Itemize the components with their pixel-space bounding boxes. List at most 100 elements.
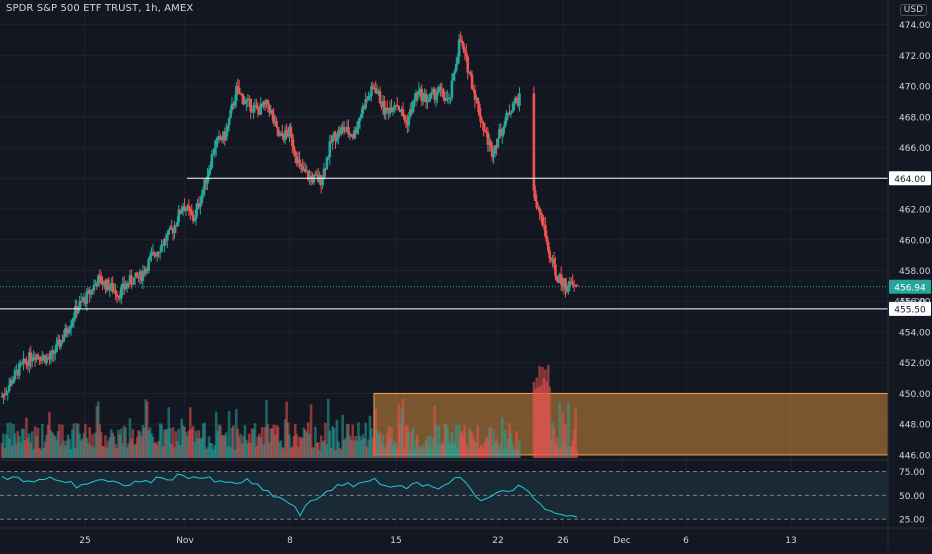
volume-bar <box>155 445 159 458</box>
candle-body <box>465 52 468 57</box>
candle-body <box>401 109 405 116</box>
price-tick-label: 460.00 <box>899 236 931 246</box>
candle-body <box>210 154 214 168</box>
candle-body <box>384 107 388 115</box>
candle-body <box>475 97 478 100</box>
volume-bar <box>557 448 560 458</box>
volume-bar <box>462 435 465 458</box>
volume-bar <box>130 438 133 458</box>
price-tick-label: 472.00 <box>899 52 931 62</box>
price-axis[interactable]: 474.00 472.00 470.00 468.00 466.00 464.00 462.… <box>887 0 931 550</box>
volume-bar <box>485 436 488 458</box>
candle-body <box>143 271 146 274</box>
volume-bar <box>144 399 148 458</box>
rsi-tick-label: 75.00 <box>899 468 925 478</box>
candle-body <box>479 115 482 122</box>
volume-bar <box>76 424 80 458</box>
volume-bar <box>544 369 547 458</box>
volume-bar <box>299 438 303 458</box>
candle-body <box>299 163 303 167</box>
volume-bar <box>420 448 424 458</box>
candle-body <box>296 159 300 164</box>
level-tag-bg <box>889 301 931 316</box>
volume-bar <box>332 428 336 458</box>
candle-body <box>51 350 54 354</box>
candle-body <box>130 275 133 284</box>
time-axis[interactable]: 25 Nov 8 15 22 26 Dec 6 13 <box>0 527 932 546</box>
price-tick-label: 470.00 <box>899 83 931 93</box>
chart-title: SPDR S&P 500 ETF TRUST, 1h, AMEX <box>6 3 194 14</box>
volume-bar <box>227 411 231 458</box>
volume-bar <box>365 446 369 458</box>
candle-body <box>477 103 481 116</box>
candle-body <box>180 210 183 214</box>
candle-body <box>460 41 464 43</box>
volume-bar <box>20 428 24 458</box>
candle-body <box>472 88 475 91</box>
candle-body <box>227 118 231 126</box>
volume-bar <box>328 430 332 458</box>
volume-bar <box>397 403 401 458</box>
volume-bar <box>259 436 263 458</box>
candle-body <box>32 357 35 360</box>
volume-bars <box>0 365 579 458</box>
volume-bar <box>572 429 576 458</box>
candle-body <box>232 103 235 106</box>
volume-bar <box>331 426 334 458</box>
volume-bar <box>371 437 375 458</box>
volume-bar <box>135 436 139 458</box>
candle-body <box>222 131 225 141</box>
volume-bar <box>502 449 505 458</box>
candle-body <box>135 272 139 277</box>
volume-bar <box>115 448 119 458</box>
candle-body <box>387 108 390 114</box>
candle-body <box>252 105 255 112</box>
volume-bar <box>364 422 367 458</box>
time-tick-label: 6 <box>683 536 689 546</box>
volume-bar <box>357 422 360 458</box>
horizontal-levels <box>0 177 888 310</box>
volume-bar <box>489 426 493 458</box>
candle-body <box>273 121 277 124</box>
volume-bar <box>270 428 274 458</box>
candle-body <box>10 380 14 384</box>
volume-bar <box>217 424 221 458</box>
time-tick-label: Dec <box>613 536 630 546</box>
volume-bar <box>312 448 316 458</box>
candle-body <box>350 134 353 137</box>
volume-bar <box>433 406 436 458</box>
price-tick-label: 474.00 <box>899 21 931 31</box>
time-tick-label: 22 <box>492 536 503 546</box>
candle-body <box>354 130 357 134</box>
volume-bar <box>200 437 204 458</box>
volume-bar <box>89 445 93 458</box>
candle-body <box>473 90 477 100</box>
candle-body <box>199 203 202 207</box>
volume-bar <box>378 431 382 458</box>
candle-body <box>134 272 137 278</box>
volume-bar <box>302 427 306 458</box>
candle-body <box>82 297 86 302</box>
candle-body <box>118 295 122 299</box>
candle-body <box>48 358 51 360</box>
volume-bar <box>114 444 117 458</box>
candle-body <box>189 209 192 213</box>
candle-body <box>486 132 490 145</box>
candle-body <box>400 109 403 113</box>
candle-body <box>128 275 132 285</box>
volume-bar <box>293 423 297 458</box>
currency-badge[interactable]: USD <box>899 4 927 16</box>
volume-bar <box>173 447 176 458</box>
candle-body <box>22 358 25 364</box>
candle-body <box>443 97 447 101</box>
candle-body <box>500 133 504 136</box>
candle-body <box>213 148 217 154</box>
last-price-secondary: 456.00 <box>894 298 926 308</box>
candle-body <box>391 108 395 112</box>
candle-body <box>371 86 375 88</box>
candle-body <box>256 106 260 111</box>
candle-body <box>173 225 176 234</box>
volume-bar <box>403 448 406 458</box>
volume-bar <box>429 435 432 458</box>
